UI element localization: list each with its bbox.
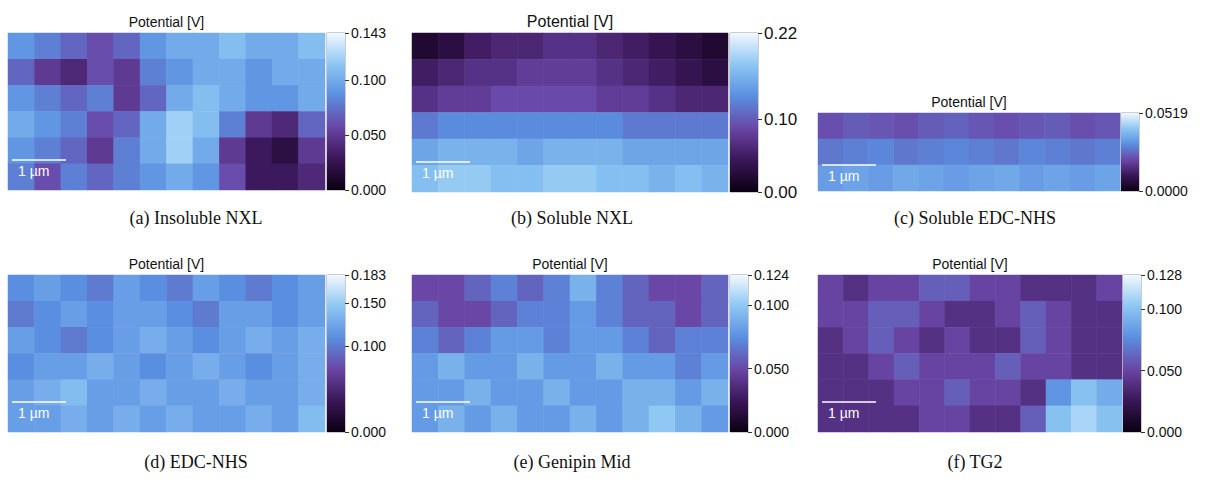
svg-text:1 µm: 1 µm xyxy=(422,405,453,421)
svg-text:Potential [V]: Potential [V] xyxy=(129,256,205,272)
svg-text:1 µm: 1 µm xyxy=(828,168,859,184)
svg-text:(f) TG2: (f) TG2 xyxy=(947,452,1002,473)
svg-text:1 µm: 1 µm xyxy=(422,165,453,181)
svg-text:0.128: 0.128 xyxy=(1147,267,1182,283)
svg-text:1 µm: 1 µm xyxy=(18,163,49,179)
svg-text:1 µm: 1 µm xyxy=(828,405,859,421)
svg-text:0.0519: 0.0519 xyxy=(1145,105,1188,121)
svg-text:0.100: 0.100 xyxy=(754,297,789,313)
svg-text:0.100: 0.100 xyxy=(1147,301,1182,317)
svg-text:Potential [V]: Potential [V] xyxy=(931,94,1007,110)
svg-text:0.150: 0.150 xyxy=(351,295,386,311)
svg-text:(b) Soluble NXL: (b) Soluble NXL xyxy=(511,208,633,229)
svg-text:0.124: 0.124 xyxy=(754,267,789,283)
svg-text:0.0000: 0.0000 xyxy=(1145,183,1188,199)
svg-text:(e) Genipin Mid: (e) Genipin Mid xyxy=(514,452,631,473)
svg-text:1 µm: 1 µm xyxy=(18,405,49,421)
svg-text:Potential [V]: Potential [V] xyxy=(129,14,205,30)
svg-text:Potential [V]: Potential [V] xyxy=(932,256,1008,272)
svg-text:0.050: 0.050 xyxy=(754,361,789,377)
svg-text:(d) EDC-NHS: (d) EDC-NHS xyxy=(144,452,248,473)
svg-text:0.000: 0.000 xyxy=(351,182,386,198)
svg-text:(c) Soluble EDC-NHS: (c) Soluble EDC-NHS xyxy=(894,208,1056,229)
svg-text:0.183: 0.183 xyxy=(351,267,386,283)
svg-text:Potential [V]: Potential [V] xyxy=(532,256,608,272)
svg-text:Potential [V]: Potential [V] xyxy=(527,13,613,30)
svg-text:0.100: 0.100 xyxy=(351,338,386,354)
svg-text:0.000: 0.000 xyxy=(351,424,386,440)
svg-text:0.00: 0.00 xyxy=(764,183,797,202)
svg-text:0.000: 0.000 xyxy=(754,424,789,440)
svg-text:(a) Insoluble NXL: (a) Insoluble NXL xyxy=(130,208,263,229)
svg-text:0.22: 0.22 xyxy=(764,24,797,43)
svg-text:0.050: 0.050 xyxy=(351,127,386,143)
svg-text:0.10: 0.10 xyxy=(764,110,797,129)
svg-text:0.050: 0.050 xyxy=(1147,363,1182,379)
svg-text:0.000: 0.000 xyxy=(1147,424,1182,440)
svg-text:0.100: 0.100 xyxy=(351,72,386,88)
svg-text:0.143: 0.143 xyxy=(351,25,386,41)
